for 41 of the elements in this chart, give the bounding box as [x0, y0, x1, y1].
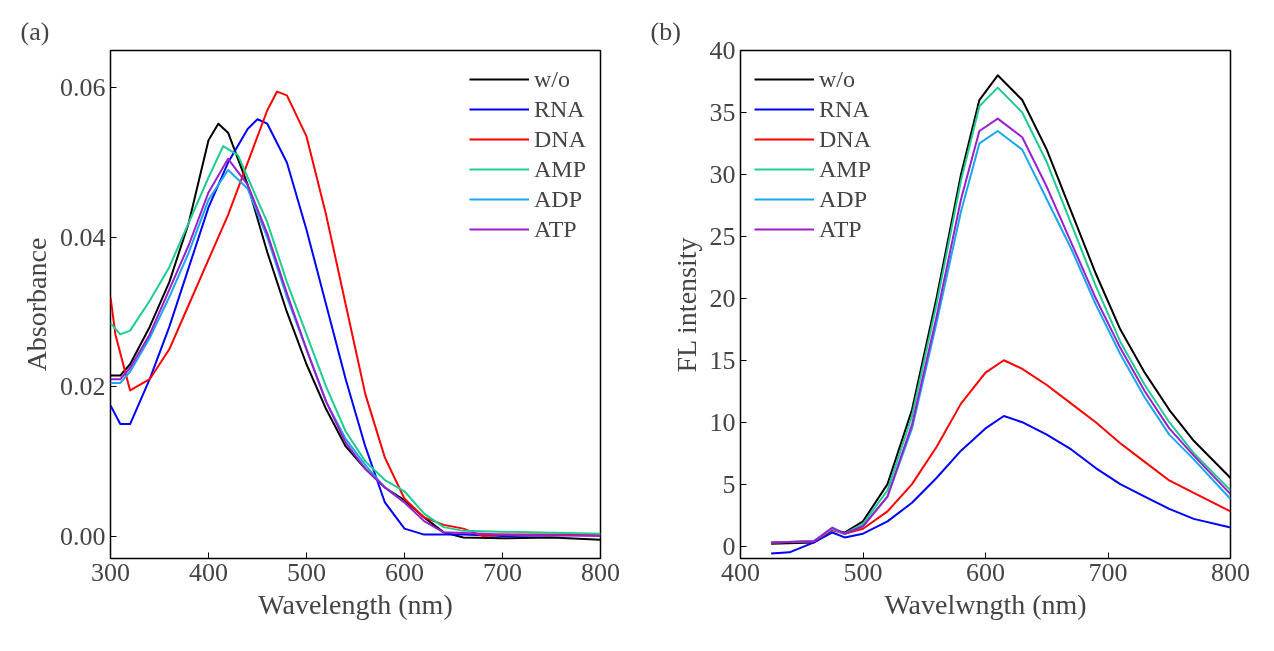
x-tick-label: 600 — [385, 557, 424, 587]
x-tick-label: 700 — [483, 557, 522, 587]
x-tick-label: 500 — [287, 557, 326, 587]
legend-label: RNA — [533, 94, 585, 124]
y-tick-label: 15 — [709, 345, 736, 375]
x-tick-label: 500 — [843, 557, 883, 587]
x-tick-label: 400 — [189, 557, 228, 587]
chart-title: (a) — [20, 16, 50, 46]
x-tick-label: 300 — [91, 557, 130, 587]
legend-label: w/o — [819, 64, 855, 94]
chart-title: (b) — [650, 16, 681, 46]
y-tick-label: 35 — [709, 97, 736, 127]
line-series — [770, 415, 1231, 555]
legend-label: w/o — [533, 64, 570, 94]
legend-label: DNA — [819, 124, 871, 154]
y-tick-label: 40 — [709, 36, 736, 65]
y-tick-label: 25 — [709, 221, 736, 251]
legend-label: AMP — [819, 154, 872, 184]
legend-label: ADP — [819, 184, 868, 214]
legend-label: ATP — [533, 214, 577, 244]
legend-label: ADP — [533, 184, 582, 214]
y-tick-label: 0.00 — [60, 521, 106, 551]
y-tick-label: 20 — [709, 283, 736, 313]
y-tick-label: 0.04 — [60, 222, 106, 252]
x-axis-title: Wavelength (nm) — [258, 588, 453, 620]
y-tick-label: 0.06 — [60, 73, 106, 103]
y-axis-title: Absorbance — [21, 237, 52, 372]
x-tick-label: 600 — [966, 557, 1005, 587]
y-tick-label: 10 — [709, 407, 736, 437]
legend-label: DNA — [533, 124, 586, 154]
y-tick-label: 30 — [709, 159, 736, 189]
x-tick-label: 800 — [1211, 557, 1250, 587]
y-axis-title: FL intensity — [670, 237, 702, 373]
legend-label: ATP — [819, 214, 862, 244]
y-tick-label: 0.02 — [60, 372, 106, 402]
y-tick-label: 5 — [722, 469, 736, 499]
x-tick-label: 800 — [581, 557, 620, 587]
legend-label: RNA — [819, 94, 870, 124]
legend-label: AMP — [533, 154, 586, 184]
x-tick-label: 700 — [1088, 557, 1128, 587]
x-axis-title: Wavelwngth (nm) — [884, 588, 1087, 620]
